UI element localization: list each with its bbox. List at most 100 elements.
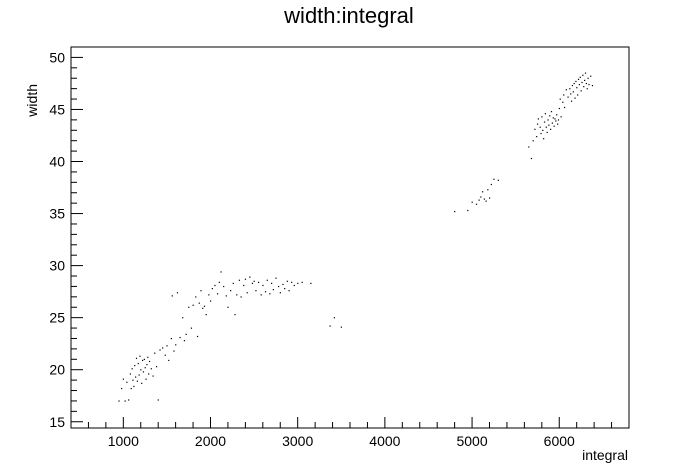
scatter-point bbox=[536, 136, 538, 138]
chart-title: width:integral bbox=[283, 3, 414, 28]
scatter-point bbox=[576, 87, 578, 89]
scatter-point bbox=[135, 357, 138, 359]
scatter-point bbox=[223, 285, 225, 288]
scatter-point bbox=[135, 376, 137, 378]
scatter-point bbox=[584, 79, 586, 82]
scatter-point bbox=[211, 288, 213, 290]
scatter-point bbox=[139, 355, 141, 357]
y-tick-label: 50 bbox=[49, 49, 65, 65]
scatter-point bbox=[555, 120, 557, 122]
scatter-point bbox=[543, 121, 546, 123]
scatter-point bbox=[183, 340, 186, 342]
scatter-point bbox=[269, 293, 271, 295]
scatter-point bbox=[552, 117, 554, 119]
scatter-point bbox=[340, 326, 342, 328]
scatter-point bbox=[548, 124, 550, 126]
scatter-point bbox=[198, 302, 200, 304]
scatter-point bbox=[190, 327, 193, 329]
scatter-point bbox=[563, 94, 565, 96]
scatter-point bbox=[583, 86, 585, 88]
scatter-point bbox=[288, 290, 290, 292]
scatter-point bbox=[550, 128, 552, 130]
scatter-point bbox=[482, 191, 484, 193]
y-axis-label: width bbox=[24, 84, 40, 118]
scatter-point bbox=[141, 382, 143, 384]
scatter-point bbox=[279, 292, 281, 294]
scatter-point bbox=[244, 278, 247, 280]
scatter-point bbox=[574, 97, 576, 99]
scatter-point bbox=[579, 76, 581, 78]
scatter-point bbox=[146, 364, 148, 366]
scatter-point bbox=[230, 290, 232, 292]
scatter-point bbox=[203, 305, 206, 307]
scatter-point bbox=[554, 118, 556, 120]
scatter-point bbox=[272, 289, 274, 291]
scatter-point bbox=[551, 122, 553, 124]
scatter-point bbox=[578, 83, 581, 86]
scatter-point bbox=[150, 368, 152, 370]
scatter-point bbox=[236, 294, 238, 296]
scatter-point bbox=[251, 282, 254, 285]
scatter-point bbox=[121, 387, 123, 390]
scatter-point bbox=[545, 126, 547, 128]
scatter-point bbox=[483, 198, 485, 200]
scatter-point bbox=[202, 307, 204, 309]
scatter-point bbox=[560, 116, 562, 118]
scatter-point bbox=[480, 196, 482, 198]
scatter-point bbox=[572, 91, 574, 93]
x-axis-ticks bbox=[70, 417, 630, 428]
scatter-point bbox=[227, 306, 229, 308]
scatter-point bbox=[138, 374, 140, 376]
scatter-point bbox=[580, 90, 582, 92]
scatter-point bbox=[260, 294, 262, 296]
scatter-point bbox=[140, 369, 142, 371]
scatter-point bbox=[536, 123, 539, 125]
scatter-point bbox=[588, 83, 590, 86]
y-axis-tick-labels: 15 20 25 30 35 40 45 50 bbox=[49, 49, 65, 429]
scatter-point bbox=[141, 359, 144, 362]
y-tick-label: 40 bbox=[49, 154, 65, 170]
x-tick-label: 3000 bbox=[282, 433, 313, 449]
scatter-point bbox=[584, 72, 587, 74]
scatter-point bbox=[542, 129, 544, 131]
scatter-point bbox=[275, 277, 277, 279]
scatter-point bbox=[540, 132, 542, 135]
scatter-point bbox=[286, 280, 288, 282]
scatter-point bbox=[559, 98, 561, 100]
scatter-point bbox=[570, 93, 572, 95]
y-tick-label: 15 bbox=[49, 414, 65, 430]
scatter-point bbox=[581, 81, 583, 84]
scatter-point bbox=[478, 199, 480, 201]
scatter-point bbox=[557, 119, 560, 121]
scatter-point bbox=[297, 282, 299, 285]
scatter-point bbox=[216, 293, 219, 295]
scatter-point bbox=[262, 284, 264, 287]
scatter-point bbox=[118, 400, 120, 402]
scatter-point bbox=[534, 128, 536, 130]
scatter-point bbox=[569, 88, 571, 90]
scatter-point bbox=[162, 347, 164, 349]
scatter-point bbox=[490, 183, 492, 186]
scatter-point bbox=[182, 317, 184, 319]
scatter-point bbox=[253, 280, 255, 282]
scatter-point bbox=[329, 325, 331, 327]
scatter-point bbox=[179, 336, 181, 339]
scatter-point bbox=[232, 282, 234, 285]
scatter-point bbox=[573, 82, 575, 85]
scatter-point bbox=[547, 119, 549, 121]
scatter-point bbox=[137, 362, 139, 365]
scatter-point bbox=[493, 178, 495, 180]
scatter-point bbox=[557, 123, 559, 125]
y-tick-label: 20 bbox=[49, 362, 65, 378]
scatter-point bbox=[220, 271, 222, 273]
x-tick-label: 6000 bbox=[544, 433, 575, 449]
scatter-point bbox=[549, 115, 551, 117]
scatter-point bbox=[214, 284, 216, 287]
y-tick-label: 25 bbox=[49, 310, 65, 326]
scatter-point bbox=[238, 279, 240, 281]
scatter-point bbox=[192, 304, 194, 306]
scatter-point bbox=[487, 189, 489, 191]
scatter-point bbox=[218, 281, 220, 283]
